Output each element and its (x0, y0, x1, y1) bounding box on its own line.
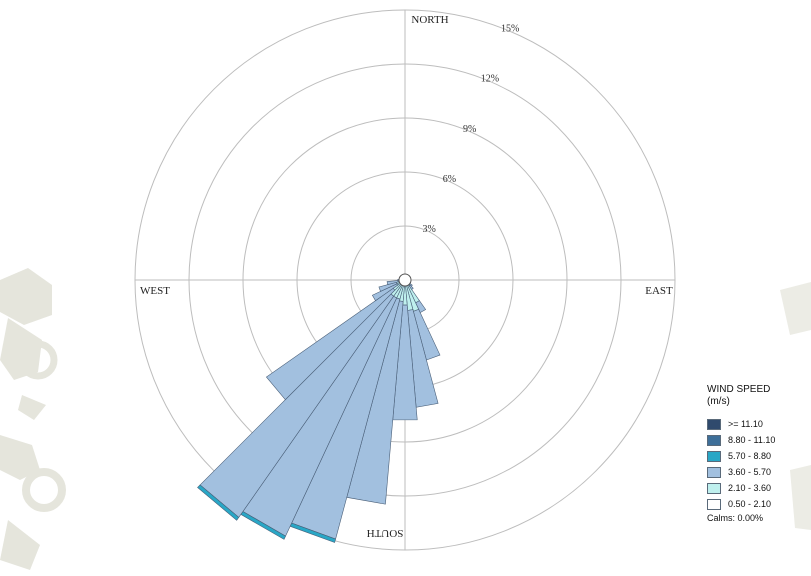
ring-12 (188, 63, 622, 497)
legend-label: 3.60 - 5.70 (728, 467, 772, 477)
sector-250-bin-3 (378, 281, 398, 292)
watermark-left (0, 268, 66, 570)
label-east: EAST (645, 285, 673, 297)
ring-label: 12% (481, 74, 499, 85)
ring-15 (134, 9, 676, 551)
legend-swatch (707, 418, 721, 430)
legend-title: WIND SPEED (707, 384, 771, 395)
legend-unit: (m/s) (707, 396, 730, 407)
legend-item: 5.70 - 8.80 (707, 448, 807, 464)
legend-label: 8.80 - 11.10 (728, 435, 776, 445)
sector-240-bin-3 (371, 283, 399, 302)
legend-item: 8.80 - 11.10 (707, 432, 807, 448)
sector-260-bin-3 (386, 280, 399, 286)
sector-230-bin-3 (265, 287, 396, 401)
legend-items: >= 11.10 8.80 - 11.10 5.70 - 8.80 3.60 - 5.… (707, 416, 807, 512)
legend-swatch (707, 434, 721, 446)
label-north: NORTH (411, 14, 448, 26)
legend-swatch (707, 498, 721, 510)
legend-calms: Calms: 0.00% (707, 513, 764, 523)
ring-label: 3% (423, 224, 436, 235)
legend-label: 2.10 - 3.60 (728, 483, 772, 493)
label-west: WEST (140, 285, 170, 297)
legend-item: >= 11.10 (707, 416, 807, 432)
watermark-right (780, 282, 811, 530)
sectors (197, 279, 441, 543)
labels: 3% 6% 9% 12% 15% NORTH WEST EAST SOUTH (140, 14, 673, 539)
legend-item: 3.60 - 5.70 (707, 464, 807, 480)
ring-label: 9% (463, 124, 476, 135)
ring-label: 6% (443, 174, 456, 185)
legend-label: >= 11.10 (728, 419, 763, 429)
legend: WIND SPEED (m/s) >= 11.10 8.80 - 11.10 5.7… (707, 384, 807, 523)
legend-label: 0.50 - 2.10 (728, 499, 772, 509)
ring-9 (242, 117, 568, 443)
ring-label: 15% (501, 24, 519, 35)
legend-item: 2.10 - 3.60 (707, 480, 807, 496)
center-hub (398, 273, 412, 287)
legend-item: 0.50 - 2.10 (707, 496, 807, 512)
label-south: SOUTH (367, 527, 404, 539)
legend-swatch (707, 466, 721, 478)
sector-220-bin-2 (197, 484, 240, 521)
legend-swatch (707, 450, 721, 462)
legend-swatch (707, 482, 721, 494)
legend-label: 5.70 - 8.80 (728, 451, 772, 461)
